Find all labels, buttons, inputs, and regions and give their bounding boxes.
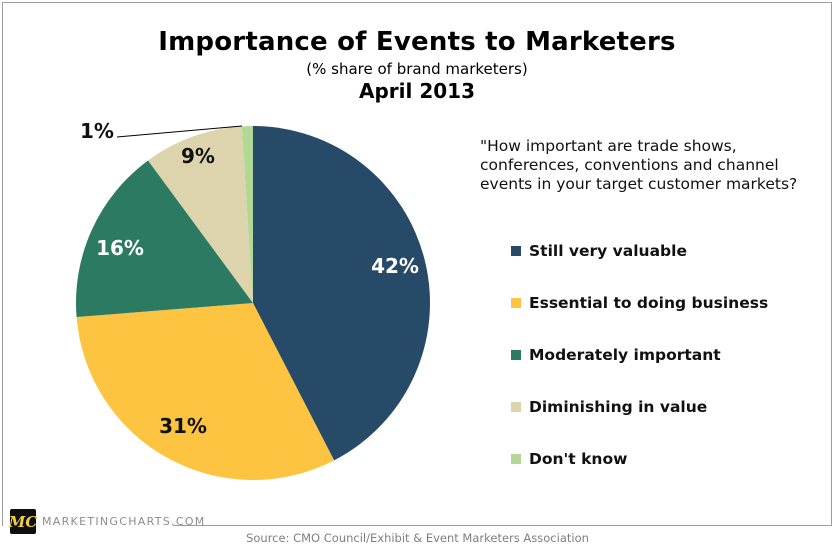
- legend-swatch-icon: [511, 350, 521, 360]
- legend-label: Don't know: [529, 450, 628, 468]
- pie-slice-don-t-know: [241, 126, 253, 303]
- pie-slice-diminishing-in-value: [148, 126, 253, 303]
- source-attribution: Source: CMO Council/Exhibit & Event Mark…: [246, 531, 589, 545]
- legend-item-diminishing-in-value: Diminishing in value: [511, 397, 768, 417]
- marketingcharts-logo-monogram: MC: [8, 512, 38, 531]
- slice-value-label-essential-to-doing-business: 31%: [159, 414, 207, 438]
- legend-swatch-icon: [511, 246, 521, 256]
- survey-question-line: conferences, conventions and channel: [480, 156, 779, 174]
- legend-label: Essential to doing business: [529, 294, 769, 312]
- chart-date: April 2013: [359, 79, 475, 103]
- survey-question-line: events in your target customer markets?: [480, 175, 798, 193]
- legend-swatch-icon: [511, 402, 521, 412]
- slice-value-label-diminishing-in-value: 9%: [181, 144, 215, 168]
- legend-swatch-icon: [511, 298, 521, 308]
- survey-question: "How important are trade shows, conferen…: [480, 137, 832, 194]
- pie-chart: 42% 31% 16% 9% 1%: [68, 118, 438, 488]
- legend-label: Moderately important: [529, 346, 721, 364]
- survey-question-line: "How important are trade shows,: [480, 137, 737, 155]
- legend-label: Diminishing in value: [529, 398, 708, 416]
- legend-item-moderately-important: Moderately important: [511, 345, 768, 365]
- chart-border-box: Importance of Events to Marketers (% sha…: [2, 2, 832, 526]
- chart-header: Importance of Events to Marketers (% sha…: [3, 27, 831, 103]
- legend-label: Still very valuable: [529, 242, 687, 260]
- pie-slice-still-very-valuable: [253, 126, 430, 461]
- legend-item-still-very-valuable: Still very valuable: [511, 241, 768, 261]
- pie-slice-essential-to-doing-business: [76, 303, 335, 480]
- slice-value-label-don-t-know: 1%: [80, 119, 114, 143]
- pie-slice-moderately-important: [76, 160, 253, 318]
- page-title: Importance of Events to Marketers: [158, 27, 676, 57]
- chart-legend: Still very valuable Essential to doing bu…: [511, 241, 768, 501]
- legend-item-don-t-know: Don't know: [511, 449, 768, 469]
- page-subtitle: (% share of brand marketers): [306, 60, 528, 78]
- leader-line-don-t-know: [116, 125, 243, 138]
- marketingcharts-brand-text: MARKETINGCHARTS.COM: [42, 515, 206, 528]
- legend-item-essential-to-doing-business: Essential to doing business: [511, 293, 768, 313]
- slice-value-label-still-very-valuable: 42%: [371, 254, 419, 278]
- marketingcharts-logo: MC: [8, 509, 38, 534]
- slice-value-label-moderately-important: 16%: [96, 236, 144, 260]
- legend-swatch-icon: [511, 454, 521, 464]
- pie-chart-svg: 42% 31% 16% 9% 1%: [76, 119, 430, 480]
